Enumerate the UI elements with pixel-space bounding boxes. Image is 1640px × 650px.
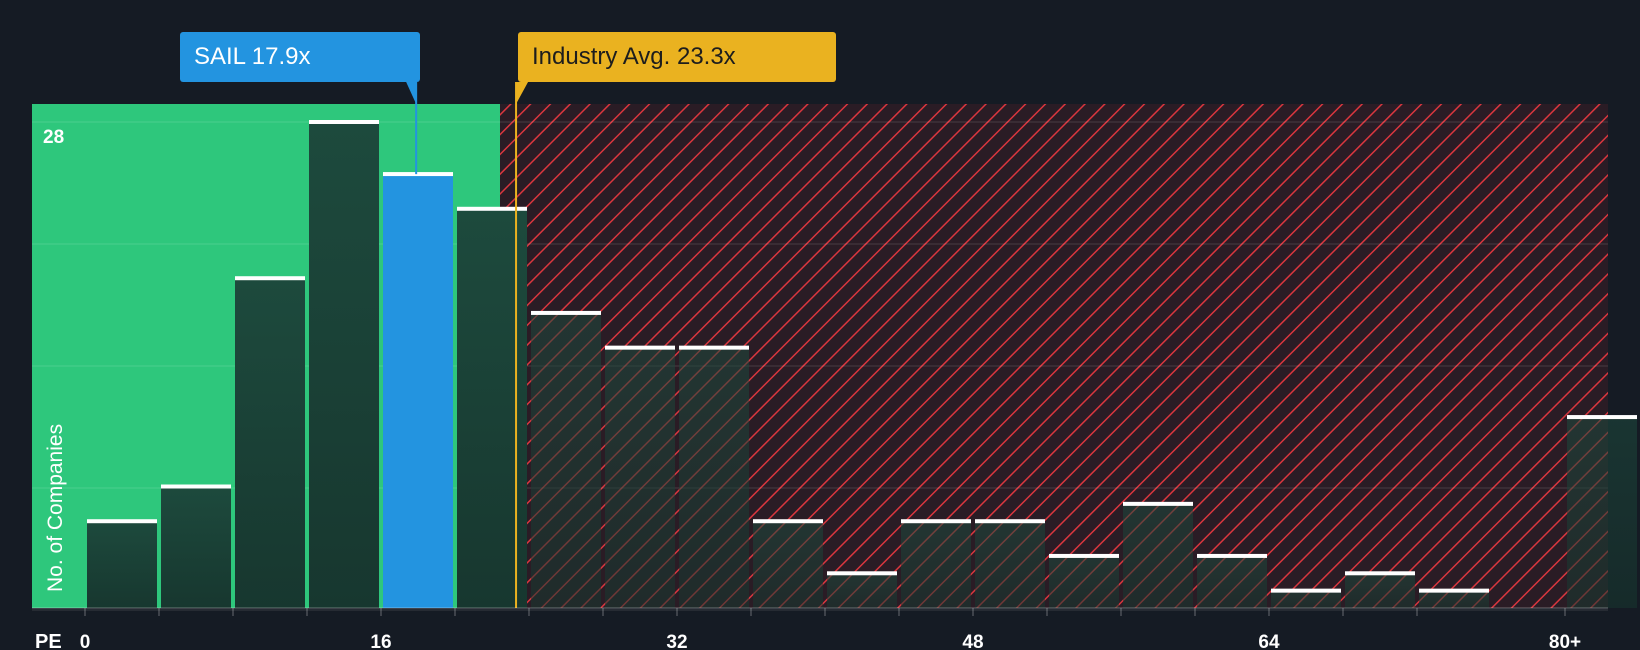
histogram-bar bbox=[605, 347, 675, 608]
bar-cap bbox=[1419, 588, 1489, 593]
bar-cap bbox=[975, 519, 1045, 524]
y-axis-label: No. of Companies bbox=[44, 424, 67, 592]
histogram-bar bbox=[753, 521, 823, 608]
industry-average-callout: Industry Avg. 23.3x bbox=[518, 32, 836, 82]
bar-highlight-company bbox=[383, 174, 453, 609]
bar-cap bbox=[383, 172, 453, 177]
bar-cap bbox=[161, 484, 231, 489]
bar-cap bbox=[1271, 588, 1341, 593]
y-tick-label: 28 bbox=[43, 127, 64, 148]
bar-cap bbox=[1123, 501, 1193, 506]
bar-cap bbox=[309, 120, 379, 124]
bar-cap bbox=[531, 310, 601, 315]
histogram-bar bbox=[1049, 555, 1119, 608]
histogram-bar bbox=[975, 521, 1045, 608]
company-marker-pointer bbox=[406, 82, 417, 104]
bar-cap bbox=[1345, 571, 1415, 576]
bar-cap bbox=[1049, 553, 1119, 558]
histogram-bar bbox=[1197, 555, 1267, 608]
bar-cap bbox=[1197, 553, 1267, 558]
x-tick-label: 32 bbox=[666, 632, 687, 650]
histogram-bar bbox=[901, 521, 971, 608]
histogram-bar bbox=[235, 278, 305, 608]
bar-cap bbox=[753, 519, 823, 524]
x-tick-label: 80+ bbox=[1549, 632, 1581, 650]
bar-cap bbox=[1567, 415, 1637, 420]
histogram-bar bbox=[531, 312, 601, 608]
x-axis-label: PE bbox=[35, 631, 62, 650]
histogram-bar bbox=[1345, 573, 1415, 608]
histogram-bar bbox=[1419, 590, 1489, 608]
histogram-bar bbox=[679, 347, 749, 608]
bar-cap bbox=[679, 345, 749, 350]
bar-cap bbox=[827, 571, 897, 576]
industry-marker-pointer bbox=[516, 82, 529, 104]
histogram-bar bbox=[161, 486, 231, 608]
bar-cap bbox=[87, 519, 157, 524]
bar-cap bbox=[457, 206, 527, 211]
x-tick-label: 48 bbox=[962, 632, 983, 650]
x-tick-label: 0 bbox=[80, 632, 91, 650]
histogram-bar bbox=[1567, 417, 1637, 608]
x-tick-label: 64 bbox=[1258, 632, 1280, 650]
histogram-bar bbox=[87, 521, 157, 608]
bar-cap bbox=[901, 519, 971, 524]
company-pe-callout: SAIL 17.9x bbox=[180, 32, 420, 82]
histogram-bar bbox=[827, 573, 897, 608]
histogram-bar bbox=[309, 122, 379, 608]
histogram-bar bbox=[1271, 590, 1341, 608]
x-tick-label: 16 bbox=[370, 632, 391, 650]
bar-cap bbox=[235, 276, 305, 281]
histogram-bar bbox=[1123, 503, 1193, 608]
bar-cap bbox=[605, 345, 675, 350]
